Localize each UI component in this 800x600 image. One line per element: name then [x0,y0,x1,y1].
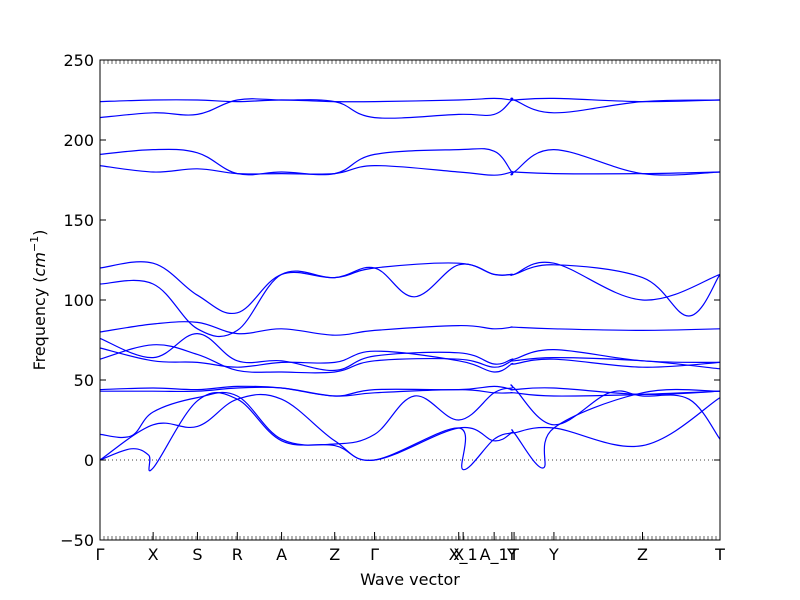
band-line-12 [100,386,721,397]
x-tick-label: Y [548,545,559,564]
y-tick-label: 0 [84,451,94,470]
y-tick-label: 200 [63,131,94,150]
y-tick-label: −50 [60,531,94,550]
x-tick-label: Z [637,545,648,564]
x-axis-ticks: Γ X S R A Z Γ XX_1 A_1YT Y Z T [96,60,725,565]
band-line-10 [99,344,721,374]
band-line-8 [99,332,721,372]
x-tick-label: R [232,545,243,564]
x-axis-label: Wave vector [360,570,460,589]
band-line-4 [99,164,721,176]
y-axis-label: Frequency (cm−1) [28,230,49,371]
x-tick-label: T [714,545,725,564]
x-tick-label: T [508,545,519,564]
band-line-7 [99,321,721,336]
band-line-1 [99,97,721,103]
band-line-11 [99,385,721,397]
band-line-13 [99,384,721,446]
band-line-9 [99,347,721,373]
y-axis-label-unit: cm [30,252,49,276]
x-tick-label: X [148,545,159,564]
y-tick-label: 50 [74,371,94,390]
band-line-3 [99,148,721,176]
plot-frame [99,59,721,541]
y-tick-label: 250 [63,51,94,70]
x-tick-label: Z [329,545,340,564]
x-tick-label: Γ [96,545,105,564]
y-axis-ticks: −50 0 50 100 150 200 250 [60,51,720,550]
band-line-15 [99,388,721,472]
x-tick-label: S [192,545,202,564]
y-axis-label-text: Frequency [30,283,49,371]
band-line-2 [99,97,721,119]
x-tick-label: Y [506,545,517,564]
y-tick-label: 100 [63,291,94,310]
x-tick-label: A_1 [480,545,509,565]
x-tick-label: A [276,545,287,564]
band-line-6 [99,263,721,338]
y-tick-label: 150 [63,211,94,230]
x-tick-label: X_1 [449,545,478,565]
plot-area [99,97,721,472]
x-tick-label: X [453,545,464,564]
x-tick-label: Γ [370,545,379,564]
y-axis-label-unit-exp: −1 [28,236,41,252]
